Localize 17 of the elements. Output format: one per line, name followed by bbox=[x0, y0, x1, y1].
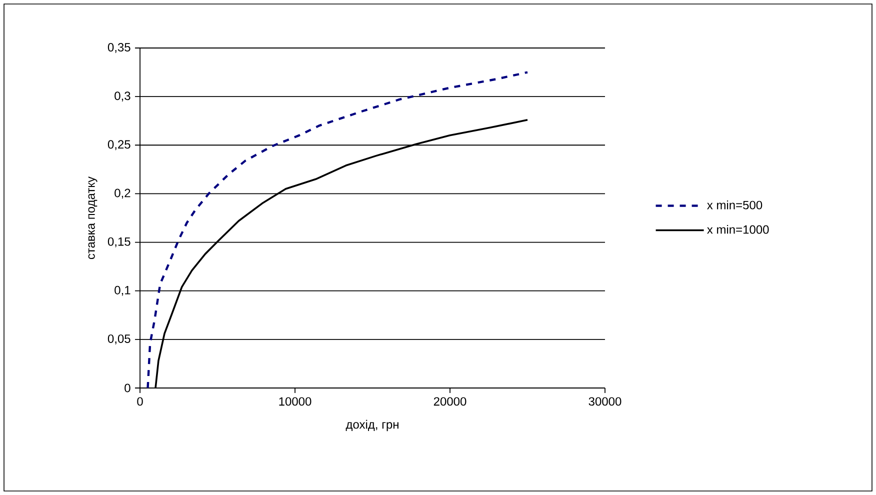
y-tick-label: 0,15 bbox=[108, 237, 130, 248]
y-tick-label: 0,3 bbox=[114, 92, 130, 102]
y-tick-label: 0,35 bbox=[108, 43, 130, 53]
y-tick-label: 0,05 bbox=[108, 334, 130, 344]
y-axis-title: ставка податку bbox=[88, 176, 98, 260]
x-tick-label: 0 bbox=[137, 397, 143, 406]
line-series bbox=[146, 71, 529, 390]
x-tick-label: 30000 bbox=[588, 397, 622, 406]
legend-label: x min=1000 bbox=[707, 225, 769, 234]
y-tick-label: 0 bbox=[124, 384, 130, 392]
y-tick-label: 0,1 bbox=[114, 286, 130, 296]
y-tick-label: 0,2 bbox=[114, 188, 130, 199]
x-axis-title: дохід, грн bbox=[346, 420, 398, 432]
x-tick-label: 20000 bbox=[434, 397, 466, 406]
legend-label: x min=500 bbox=[707, 200, 762, 210]
y-tick-label: 0,25 bbox=[108, 140, 130, 150]
x-tick-label: 10000 bbox=[279, 397, 312, 406]
